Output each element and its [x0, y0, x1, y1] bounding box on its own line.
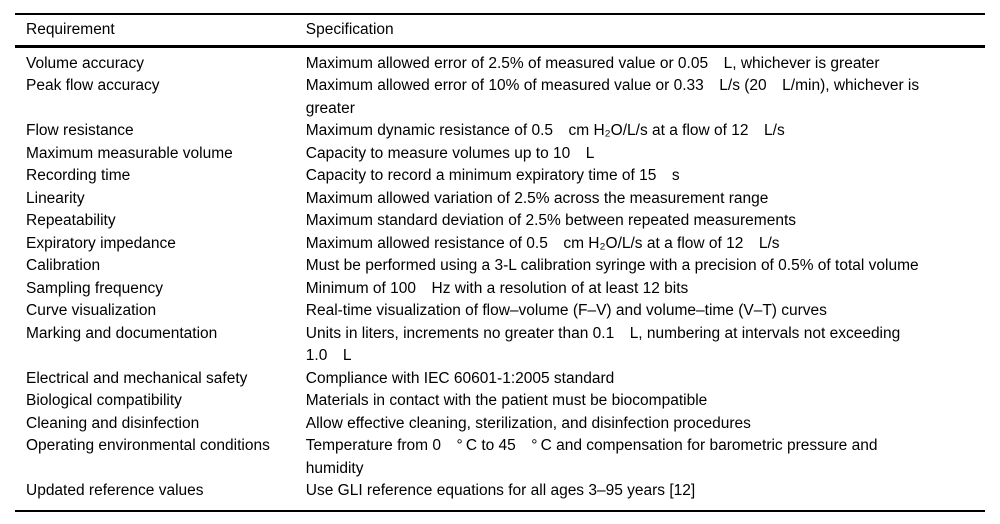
requirement-cell: Marking and documentation — [26, 324, 218, 342]
table-row: Expiratory impedance Maximum allowed resi… — [15, 233, 985, 256]
specification-cell: Allow effective cleaning, sterilization,… — [305, 414, 751, 432]
column-header-specification: Specification — [304, 14, 985, 48]
specification-cell: Must be performed using a 3-L calibratio… — [305, 257, 919, 274]
specification-cell: Materials in contact with the patient mu… — [305, 392, 708, 409]
requirement-cell: Volume accuracy — [26, 54, 145, 72]
requirement-cell: Repeatability — [26, 212, 116, 229]
table-row: Operating environmental conditions Temper… — [15, 435, 985, 480]
table-row: Curve visualization Real-time visualizati… — [15, 300, 985, 323]
requirement-cell: Cleaning and disinfection — [26, 414, 200, 432]
specification-cell: Real-time visualization of flow–volume (… — [305, 302, 827, 319]
requirement-cell: Sampling frequency — [26, 279, 163, 297]
table-row: Linearity Maximum allowed variation of 2.… — [15, 188, 985, 211]
requirement-cell: Recording time — [26, 167, 131, 184]
requirement-cell: Expiratory impedance — [26, 234, 176, 252]
specification-cell: Capacity to measure volumes up to 10 L — [305, 144, 595, 162]
specification-cell: Maximum allowed error of 10% of measured… — [305, 77, 920, 117]
specification-cell: Units in liters, increments no greater t… — [305, 324, 901, 365]
specification-cell: Temperature from 0 ° C to 45 ° C and com… — [305, 437, 878, 477]
requirement-cell: Biological compatibility — [26, 392, 182, 409]
requirement-cell: Linearity — [26, 189, 85, 207]
requirement-cell: Curve visualization — [26, 302, 157, 319]
specification-cell: Maximum allowed variation of 2.5% across… — [305, 189, 769, 207]
requirements-table-container: Requirement Specification Volume accurac… — [15, 13, 985, 512]
table-body: Volume accuracy Maximum allowed error of … — [15, 46, 985, 511]
table-row: Recording time Capacity to record a minim… — [15, 165, 985, 188]
table-row: Updated reference values Use GLI referenc… — [15, 480, 985, 511]
specification-cell: Maximum allowed error of 2.5% of measure… — [305, 54, 880, 72]
table-row: Flow resistance Maximum dynamic resistanc… — [15, 120, 985, 143]
specification-cell: Use GLI reference equations for all ages… — [305, 482, 696, 499]
requirement-cell: Maximum measurable volume — [26, 144, 233, 162]
requirement-cell: Electrical and mechanical safety — [26, 369, 248, 387]
table-row: Sampling frequency Minimum of 100 Hz with… — [15, 278, 985, 301]
table-row: Repeatability Maximum standard deviation … — [15, 210, 985, 233]
header-row: Requirement Specification — [15, 14, 985, 48]
table-row: Maximum measurable volume Capacity to mea… — [15, 143, 985, 166]
requirement-cell: Calibration — [26, 257, 101, 274]
table-row: Biological compatibility Materials in con… — [15, 390, 985, 413]
spirometer-requirements-table: Requirement Specification Volume accurac… — [15, 13, 985, 512]
table-row: Peak flow accuracy Maximum allowed error … — [15, 75, 985, 120]
specification-cell: Maximum allowed resistance of 0.5 cm H₂O… — [305, 234, 780, 252]
specification-cell: Compliance with IEC 60601-1:2005 standar… — [305, 369, 615, 387]
specification-cell: Minimum of 100 Hz with a resolution of a… — [305, 279, 689, 297]
table-row: Volume accuracy Maximum allowed error of … — [15, 46, 985, 75]
requirement-cell: Flow resistance — [26, 122, 134, 139]
requirement-cell: Operating environmental conditions — [26, 437, 270, 454]
table-row: Calibration Must be performed using a 3-L… — [15, 255, 985, 278]
requirement-cell: Updated reference values — [26, 482, 204, 499]
table-row: Electrical and mechanical safety Complian… — [15, 368, 985, 391]
table-row: Marking and documentation Units in liters… — [15, 323, 985, 368]
specification-cell: Capacity to record a minimum expiratory … — [305, 167, 680, 184]
column-header-requirement: Requirement — [15, 14, 305, 48]
specification-cell: Maximum standard deviation of 2.5% betwe… — [305, 212, 797, 229]
table-row: Cleaning and disinfection Allow effective… — [15, 413, 985, 436]
table-header: Requirement Specification — [15, 14, 985, 48]
requirement-cell: Peak flow accuracy — [26, 77, 160, 94]
specification-cell: Maximum dynamic resistance of 0.5 cm H₂O… — [305, 122, 785, 139]
